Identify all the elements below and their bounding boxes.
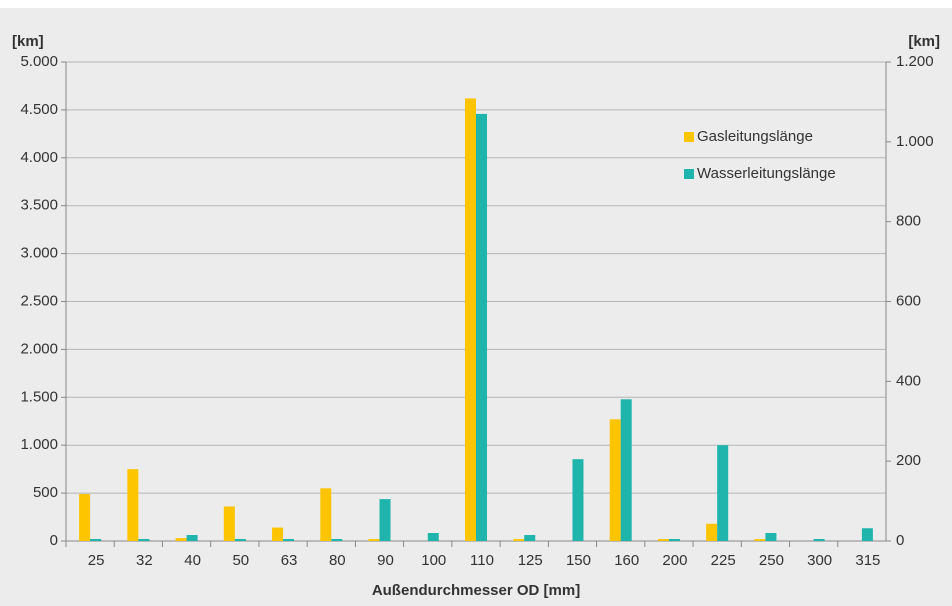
bar [717, 445, 729, 541]
bar [175, 538, 187, 541]
x-tick-label: 50 [232, 552, 249, 569]
x-tick-label: 32 [136, 552, 153, 569]
y-tick-label: 500 [33, 484, 58, 501]
x-tick-label: 25 [88, 552, 105, 569]
x-tick-label: 40 [184, 552, 201, 569]
x-tick-label: 110 [470, 552, 494, 569]
bar [127, 469, 139, 541]
legend-label: Gasleitungslänge [697, 128, 813, 145]
y-tick-label: 5.000 [20, 53, 58, 70]
bar [620, 399, 632, 541]
y-tick-label: 2.000 [20, 340, 58, 357]
x-tick-label: 160 [614, 552, 639, 569]
bar [813, 539, 825, 541]
bar [861, 528, 873, 541]
bar [657, 539, 669, 541]
x-tick-label: 80 [329, 552, 346, 569]
x-tick-label: 125 [518, 552, 543, 569]
x-tick-label: 315 [855, 552, 880, 569]
bar [524, 535, 536, 541]
bar [476, 113, 487, 542]
bar [138, 539, 150, 541]
y-tick-label: 3.000 [20, 245, 58, 262]
bar [234, 539, 246, 541]
y2-tick-label: 0 [896, 532, 904, 549]
x-tick-label: 300 [807, 552, 832, 569]
bar [379, 499, 391, 541]
y-tick-label: 2.500 [20, 292, 58, 309]
y-tick-label: 3.500 [20, 197, 58, 214]
bar [272, 527, 284, 541]
bar [223, 506, 235, 541]
legend-swatch [684, 132, 694, 142]
bar [513, 539, 525, 541]
top-strip [0, 0, 952, 8]
x-tick-label: 100 [421, 552, 446, 569]
y-tick-label: 4.500 [20, 101, 58, 118]
y-tick-label: 1.000 [20, 436, 58, 453]
x-tick-label: 200 [662, 552, 687, 569]
bar [706, 523, 718, 541]
y2-tick-label: 1.200 [896, 53, 934, 70]
x-tick-label: 250 [759, 552, 784, 569]
bar [79, 494, 91, 541]
y-tick-label: 0 [50, 532, 58, 549]
legend-label: Wasserleitungslänge [697, 165, 836, 182]
bar [765, 533, 777, 541]
x-tick-label: 225 [711, 552, 736, 569]
x-tick-label: 150 [566, 552, 591, 569]
bar [186, 535, 198, 541]
bar [754, 539, 766, 541]
bar [465, 98, 476, 542]
bar [427, 533, 439, 541]
bar [609, 419, 621, 541]
x-axis-label: Außendurchmesser OD [mm] [372, 582, 580, 599]
y-tick-label: 1.500 [20, 388, 58, 405]
y2-tick-label: 600 [896, 292, 921, 309]
bar [331, 539, 343, 541]
y2-tick-label: 200 [896, 452, 921, 469]
y2-tick-label: 1.000 [896, 133, 934, 150]
y-axis-label: [km] [12, 33, 44, 50]
bar [90, 539, 102, 541]
bar [368, 539, 380, 541]
y2-tick-label: 400 [896, 372, 921, 389]
x-tick-label: 63 [281, 552, 298, 569]
bar [283, 539, 295, 541]
legend-swatch [684, 169, 694, 179]
bar [668, 539, 680, 541]
y2-axis-label: [km] [908, 33, 940, 50]
x-tick-label: 90 [377, 552, 394, 569]
bar [320, 488, 332, 541]
bar [572, 459, 584, 541]
y2-tick-label: 800 [896, 213, 921, 230]
y-tick-label: 4.000 [20, 149, 58, 166]
